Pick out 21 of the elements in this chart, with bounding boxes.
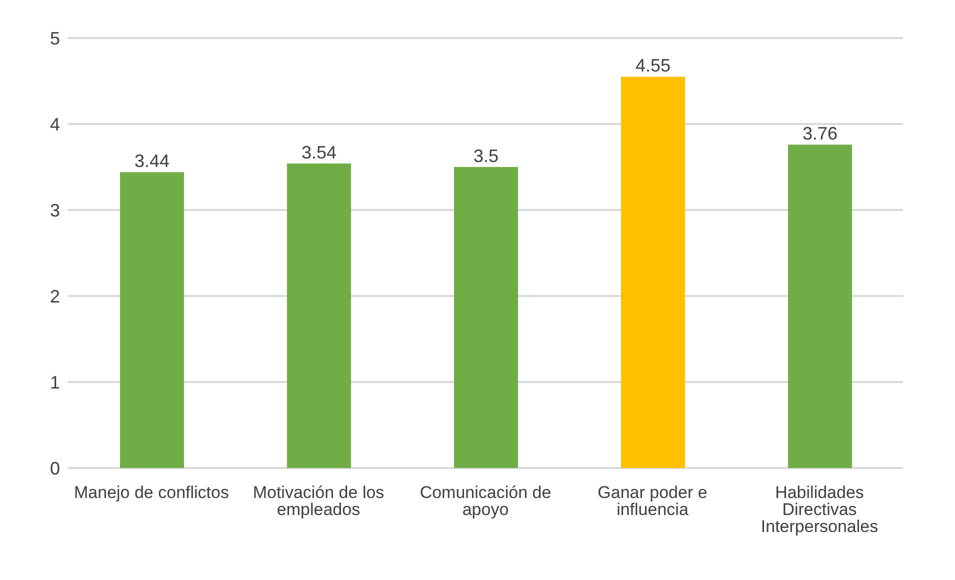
y-tick-label: 4	[50, 114, 60, 134]
y-tick-label: 5	[50, 28, 60, 48]
data-label: 3.44	[134, 151, 170, 172]
x-tick-label: Motivación de los empleados	[252, 483, 384, 520]
data-label: 4.55	[635, 56, 671, 76]
y-tick-label: 1	[50, 372, 60, 392]
bar	[621, 76, 685, 468]
bar	[120, 172, 184, 468]
y-tick-label: 0	[50, 458, 60, 478]
x-tick-label: Ganar poder e influencia	[598, 483, 708, 520]
data-label: 3.76	[802, 124, 838, 144]
y-tick-label: 3	[50, 200, 60, 220]
bar	[287, 164, 351, 468]
bar	[454, 167, 518, 468]
x-tick-label: Habilidades Directivas Interpersonales	[760, 483, 878, 536]
data-label: 3.54	[301, 142, 337, 163]
y-tick-label: 2	[50, 286, 60, 306]
x-tick-label: Comunicación de apoyo	[420, 483, 552, 520]
data-label: 3.5	[473, 146, 499, 166]
x-tick-label: Manejo de conflictos	[74, 483, 229, 502]
bar	[788, 144, 852, 468]
